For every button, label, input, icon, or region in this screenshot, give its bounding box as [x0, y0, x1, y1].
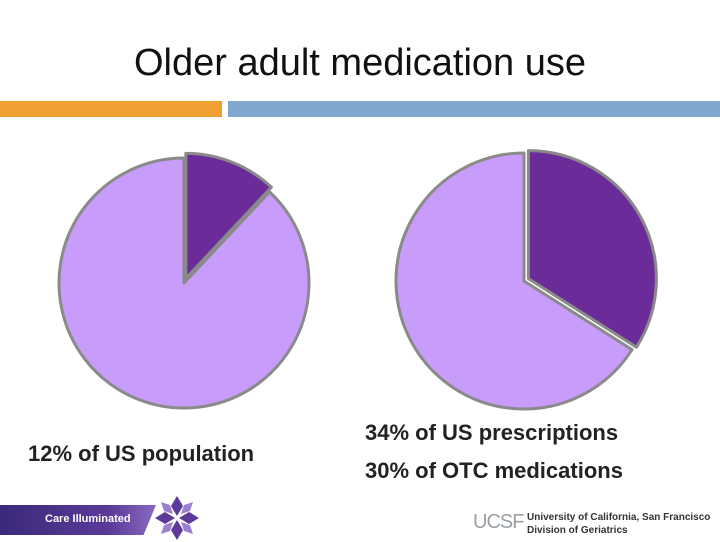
ucsf-division: University of California, San Francisco …	[527, 511, 710, 537]
ucsf-line-2: Division of Geriatrics	[527, 525, 628, 536]
star-logo-icon	[155, 496, 199, 540]
pie-caption-population: 12% of US population	[28, 441, 255, 466]
pie-slice-others	[57, 156, 311, 410]
pie-chart-prescriptions	[394, 149, 658, 411]
pie-caption-prescriptions: 34% of US prescriptions	[365, 420, 619, 445]
ucsf-logo: UCSF	[473, 511, 524, 533]
pie-slice-older-adults	[526, 149, 658, 349]
accent-bar-blue	[228, 101, 720, 117]
accent-bar-orange	[0, 101, 222, 117]
pie-slice-others	[394, 151, 634, 411]
ucsf-line-1: University of California, San Francisco	[527, 512, 711, 523]
pie-slice-older-adults	[184, 151, 273, 280]
pie-caption-otc: 30% of OTC medications	[365, 458, 623, 483]
footer-band	[0, 505, 156, 535]
footer-tagline: Care Illuminated	[45, 513, 131, 525]
slide-title: Older adult medication use	[133, 42, 587, 84]
pie-chart-population	[57, 151, 311, 410]
